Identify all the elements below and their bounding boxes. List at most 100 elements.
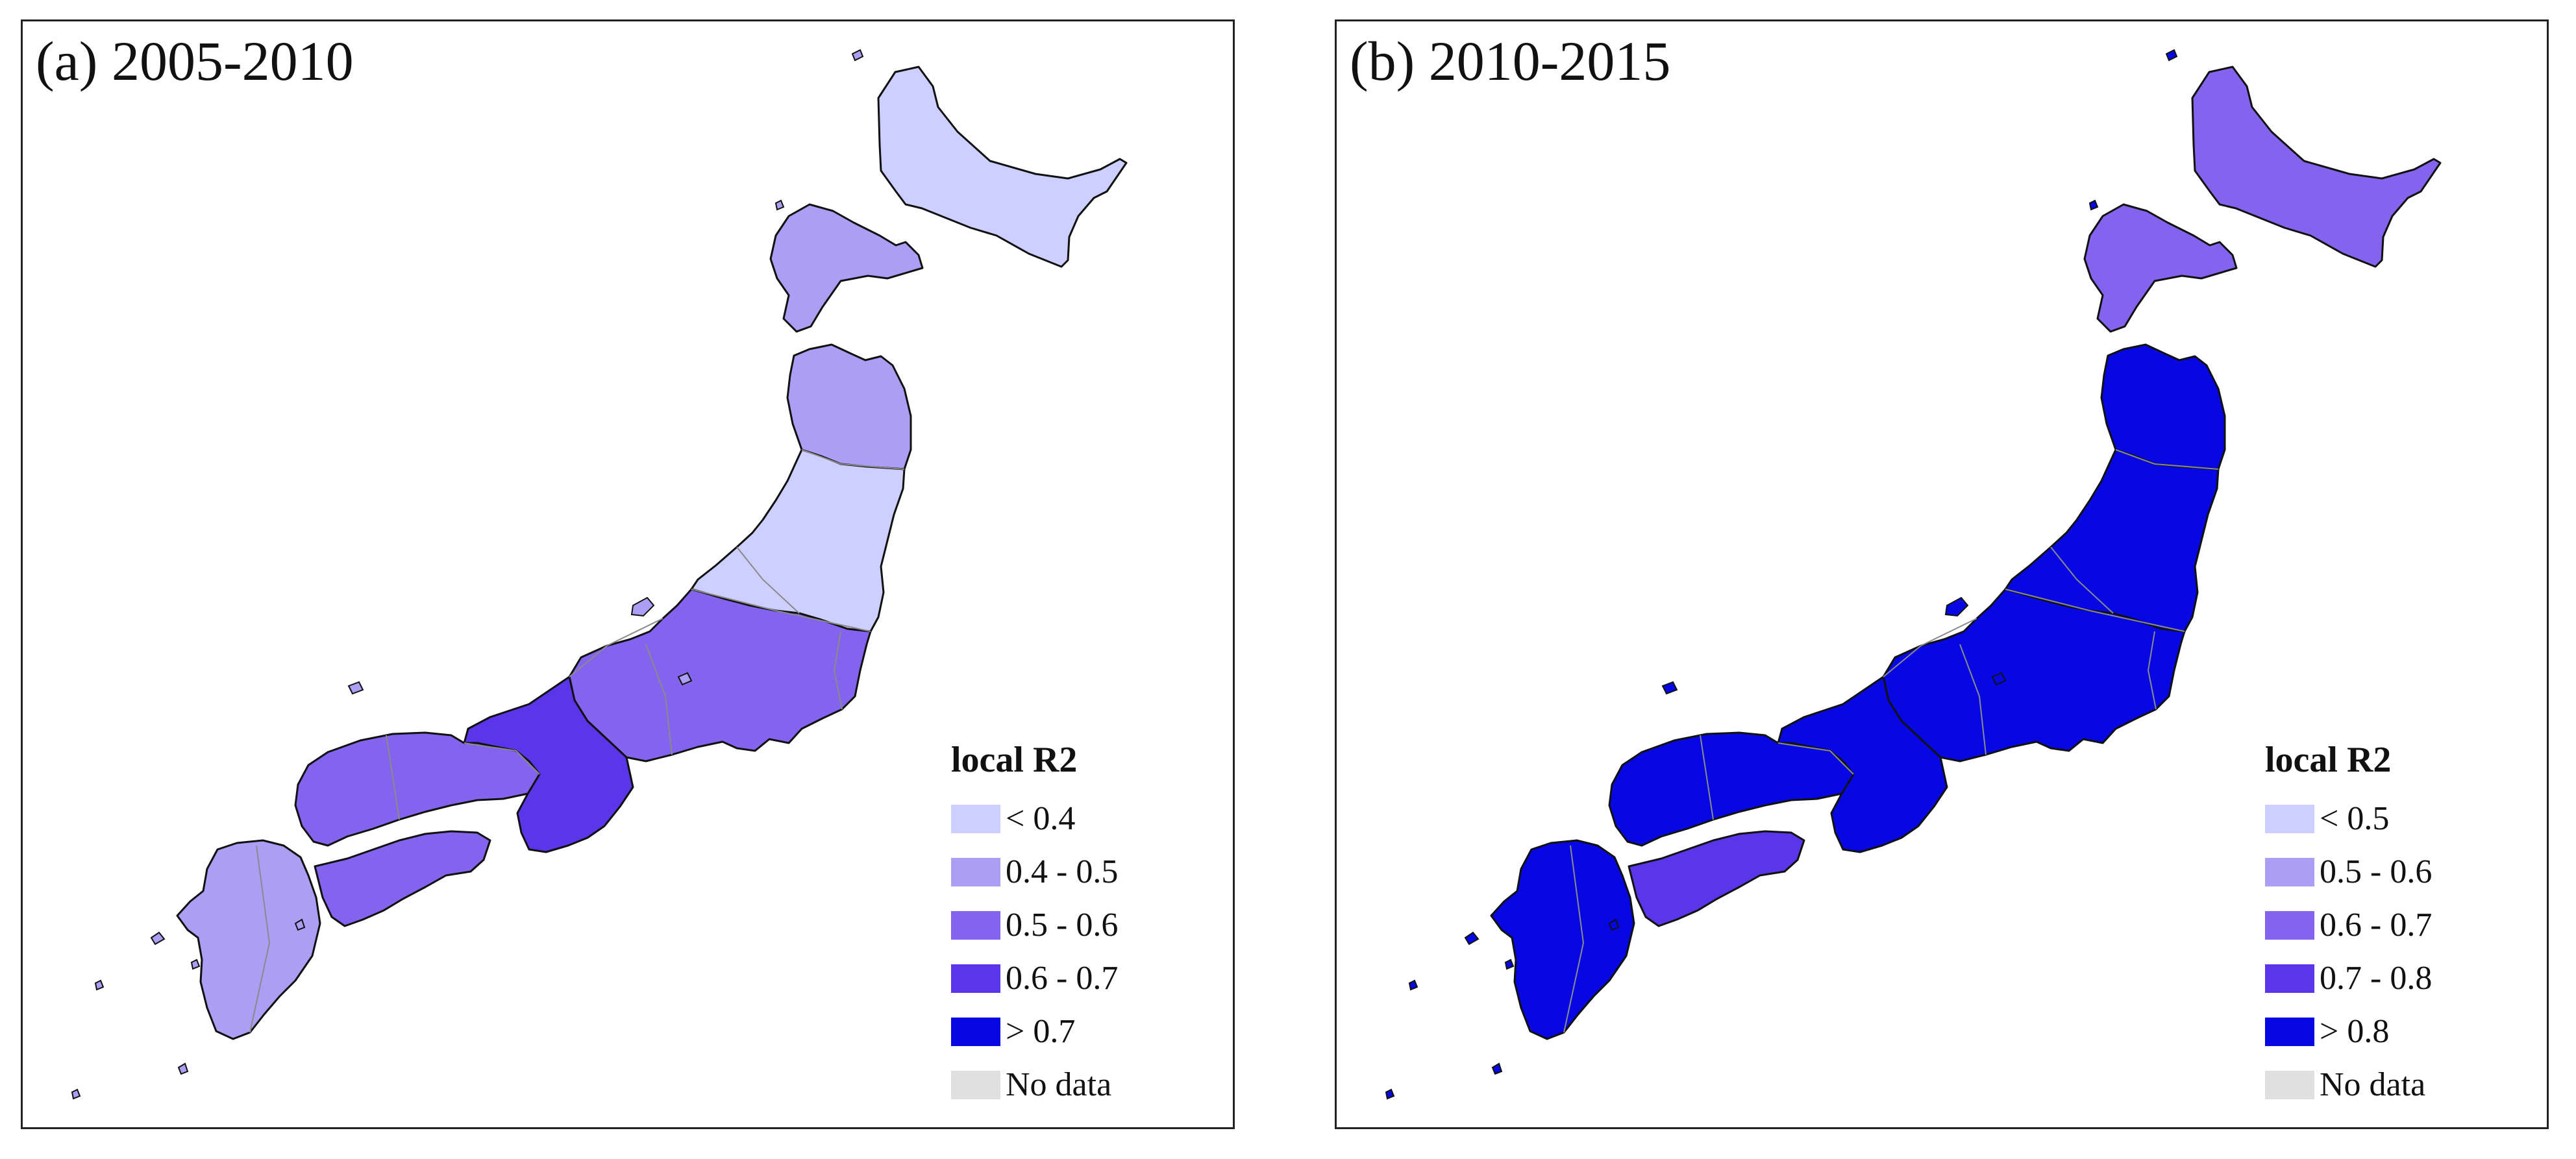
small-island — [1608, 918, 1620, 931]
small-island — [677, 672, 693, 686]
legend-swatch — [951, 858, 1000, 886]
region-hokkaido — [2191, 66, 2442, 268]
region-chugoku — [1608, 731, 1855, 847]
small-island — [347, 681, 364, 695]
legend-item: 0.5 - 0.6 — [951, 899, 1224, 952]
legend-item: < 0.5 — [2265, 792, 2538, 846]
prefecture-border — [2115, 449, 2219, 470]
small-island — [851, 49, 864, 62]
legend-swatch — [2265, 1018, 2314, 1046]
small-island — [2088, 199, 2099, 211]
legend-label: 0.6 - 0.7 — [1006, 960, 1119, 997]
prefecture-border — [645, 644, 673, 755]
prefecture-border — [2050, 546, 2114, 614]
map-panel-b: (b) 2010-2015 local R2 < 0.5 0.5 - 0.6 0… — [1335, 19, 2549, 1129]
small-island — [150, 931, 166, 946]
legend-b: local R2 < 0.5 0.5 - 0.6 0.6 - 0.7 0.7 -… — [2265, 742, 2538, 1112]
small-island — [71, 1088, 81, 1100]
legend-item: 0.6 - 0.7 — [2265, 899, 2538, 952]
region-hokkaido-southwest — [2083, 203, 2238, 333]
legend-item: No data — [951, 1058, 1224, 1112]
prefecture-border — [2005, 589, 2185, 632]
legend-swatch — [2265, 911, 2314, 940]
legend-label: 0.5 - 0.6 — [2320, 853, 2433, 890]
legend-item: > 0.8 — [2265, 1005, 2538, 1058]
legend-item: 0.5 - 0.6 — [2265, 846, 2538, 899]
small-island — [1991, 672, 2007, 686]
region-chubu-kanto — [1882, 588, 2186, 762]
legend-label: 0.5 - 0.6 — [1006, 907, 1119, 944]
small-island — [2165, 49, 2178, 62]
prefecture-border — [249, 845, 271, 1033]
prefecture-border — [691, 589, 871, 632]
small-island — [1385, 1088, 1395, 1100]
prefecture-border — [569, 618, 663, 677]
prefecture-border — [1777, 742, 1854, 775]
legend-swatch — [2265, 805, 2314, 833]
region-shikoku — [1628, 830, 1805, 927]
prefecture-border — [386, 735, 400, 820]
small-island — [1504, 958, 1515, 970]
legend-item: < 0.4 — [951, 792, 1224, 846]
legend-label: > 0.7 — [1006, 1013, 1076, 1050]
small-island — [1408, 979, 1418, 991]
panel-title-b: (b) 2010-2015 — [1350, 30, 1671, 92]
legend-item: No data — [2265, 1058, 2538, 1112]
legend-label: 0.7 - 0.8 — [2320, 960, 2433, 997]
prefecture-border — [464, 742, 540, 775]
prefecture-border — [1563, 845, 1585, 1033]
legend-label: < 0.5 — [2320, 800, 2390, 837]
legend-item: 0.6 - 0.7 — [951, 952, 1224, 1005]
region-hokkaido-southwest — [769, 203, 924, 333]
legend-label: < 0.4 — [1006, 800, 1076, 837]
region-chugoku — [294, 731, 541, 847]
region-hokkaido — [877, 66, 1128, 268]
legend-swatch — [2265, 858, 2314, 886]
legend-a: local R2 < 0.4 0.4 - 0.5 0.5 - 0.6 0.6 -… — [951, 742, 1224, 1112]
prefecture-border — [833, 631, 843, 710]
japan-map-a — [71, 49, 1128, 1100]
legend-item: 0.4 - 0.5 — [951, 846, 1224, 899]
legend-label: > 0.8 — [2320, 1013, 2390, 1050]
legend-title-b: local R2 — [2265, 740, 2392, 780]
region-tohoku-north — [786, 343, 912, 470]
small-island — [190, 958, 201, 970]
legend-swatch — [951, 964, 1000, 993]
legend-swatch — [951, 911, 1000, 940]
prefecture-border — [801, 449, 905, 470]
legend-label: 0.4 - 0.5 — [1006, 853, 1119, 890]
legend-swatch — [951, 1018, 1000, 1046]
legend-title-a: local R2 — [951, 740, 1078, 780]
japan-map-b — [1385, 49, 2442, 1100]
small-island — [1491, 1062, 1503, 1075]
prefecture-border — [1883, 618, 1977, 677]
legend-item: > 0.7 — [951, 1005, 1224, 1058]
legend-swatch — [2265, 1071, 2314, 1099]
prefecture-border — [2147, 631, 2157, 710]
prefecture-border — [1700, 735, 1714, 820]
region-kyushu — [176, 839, 321, 1040]
legend-swatch — [951, 1071, 1000, 1099]
small-island — [294, 918, 306, 931]
region-tohoku-north — [2100, 343, 2226, 470]
prefecture-border — [736, 546, 800, 614]
prefecture-border — [1959, 644, 1987, 755]
small-island — [1944, 596, 1969, 617]
legend-swatch — [2265, 964, 2314, 993]
small-island — [630, 596, 655, 617]
small-island — [774, 199, 785, 211]
legend-label: No data — [2320, 1066, 2426, 1103]
region-shikoku — [314, 830, 491, 927]
small-island — [94, 979, 105, 991]
small-island — [1661, 681, 1678, 695]
region-chubu-kanto — [568, 588, 872, 762]
small-island — [1464, 931, 1480, 946]
legend-item: 0.7 - 0.8 — [2265, 952, 2538, 1005]
small-island — [177, 1062, 189, 1075]
legend-label: No data — [1006, 1066, 1112, 1103]
region-kyushu — [1490, 839, 1635, 1040]
map-panel-a: (a) 2005-2010 local R2 < 0.4 0.4 - 0.5 0… — [21, 19, 1235, 1129]
panel-title-a: (a) 2005-2010 — [36, 30, 354, 92]
legend-label: 0.6 - 0.7 — [2320, 907, 2433, 944]
legend-swatch — [951, 805, 1000, 833]
